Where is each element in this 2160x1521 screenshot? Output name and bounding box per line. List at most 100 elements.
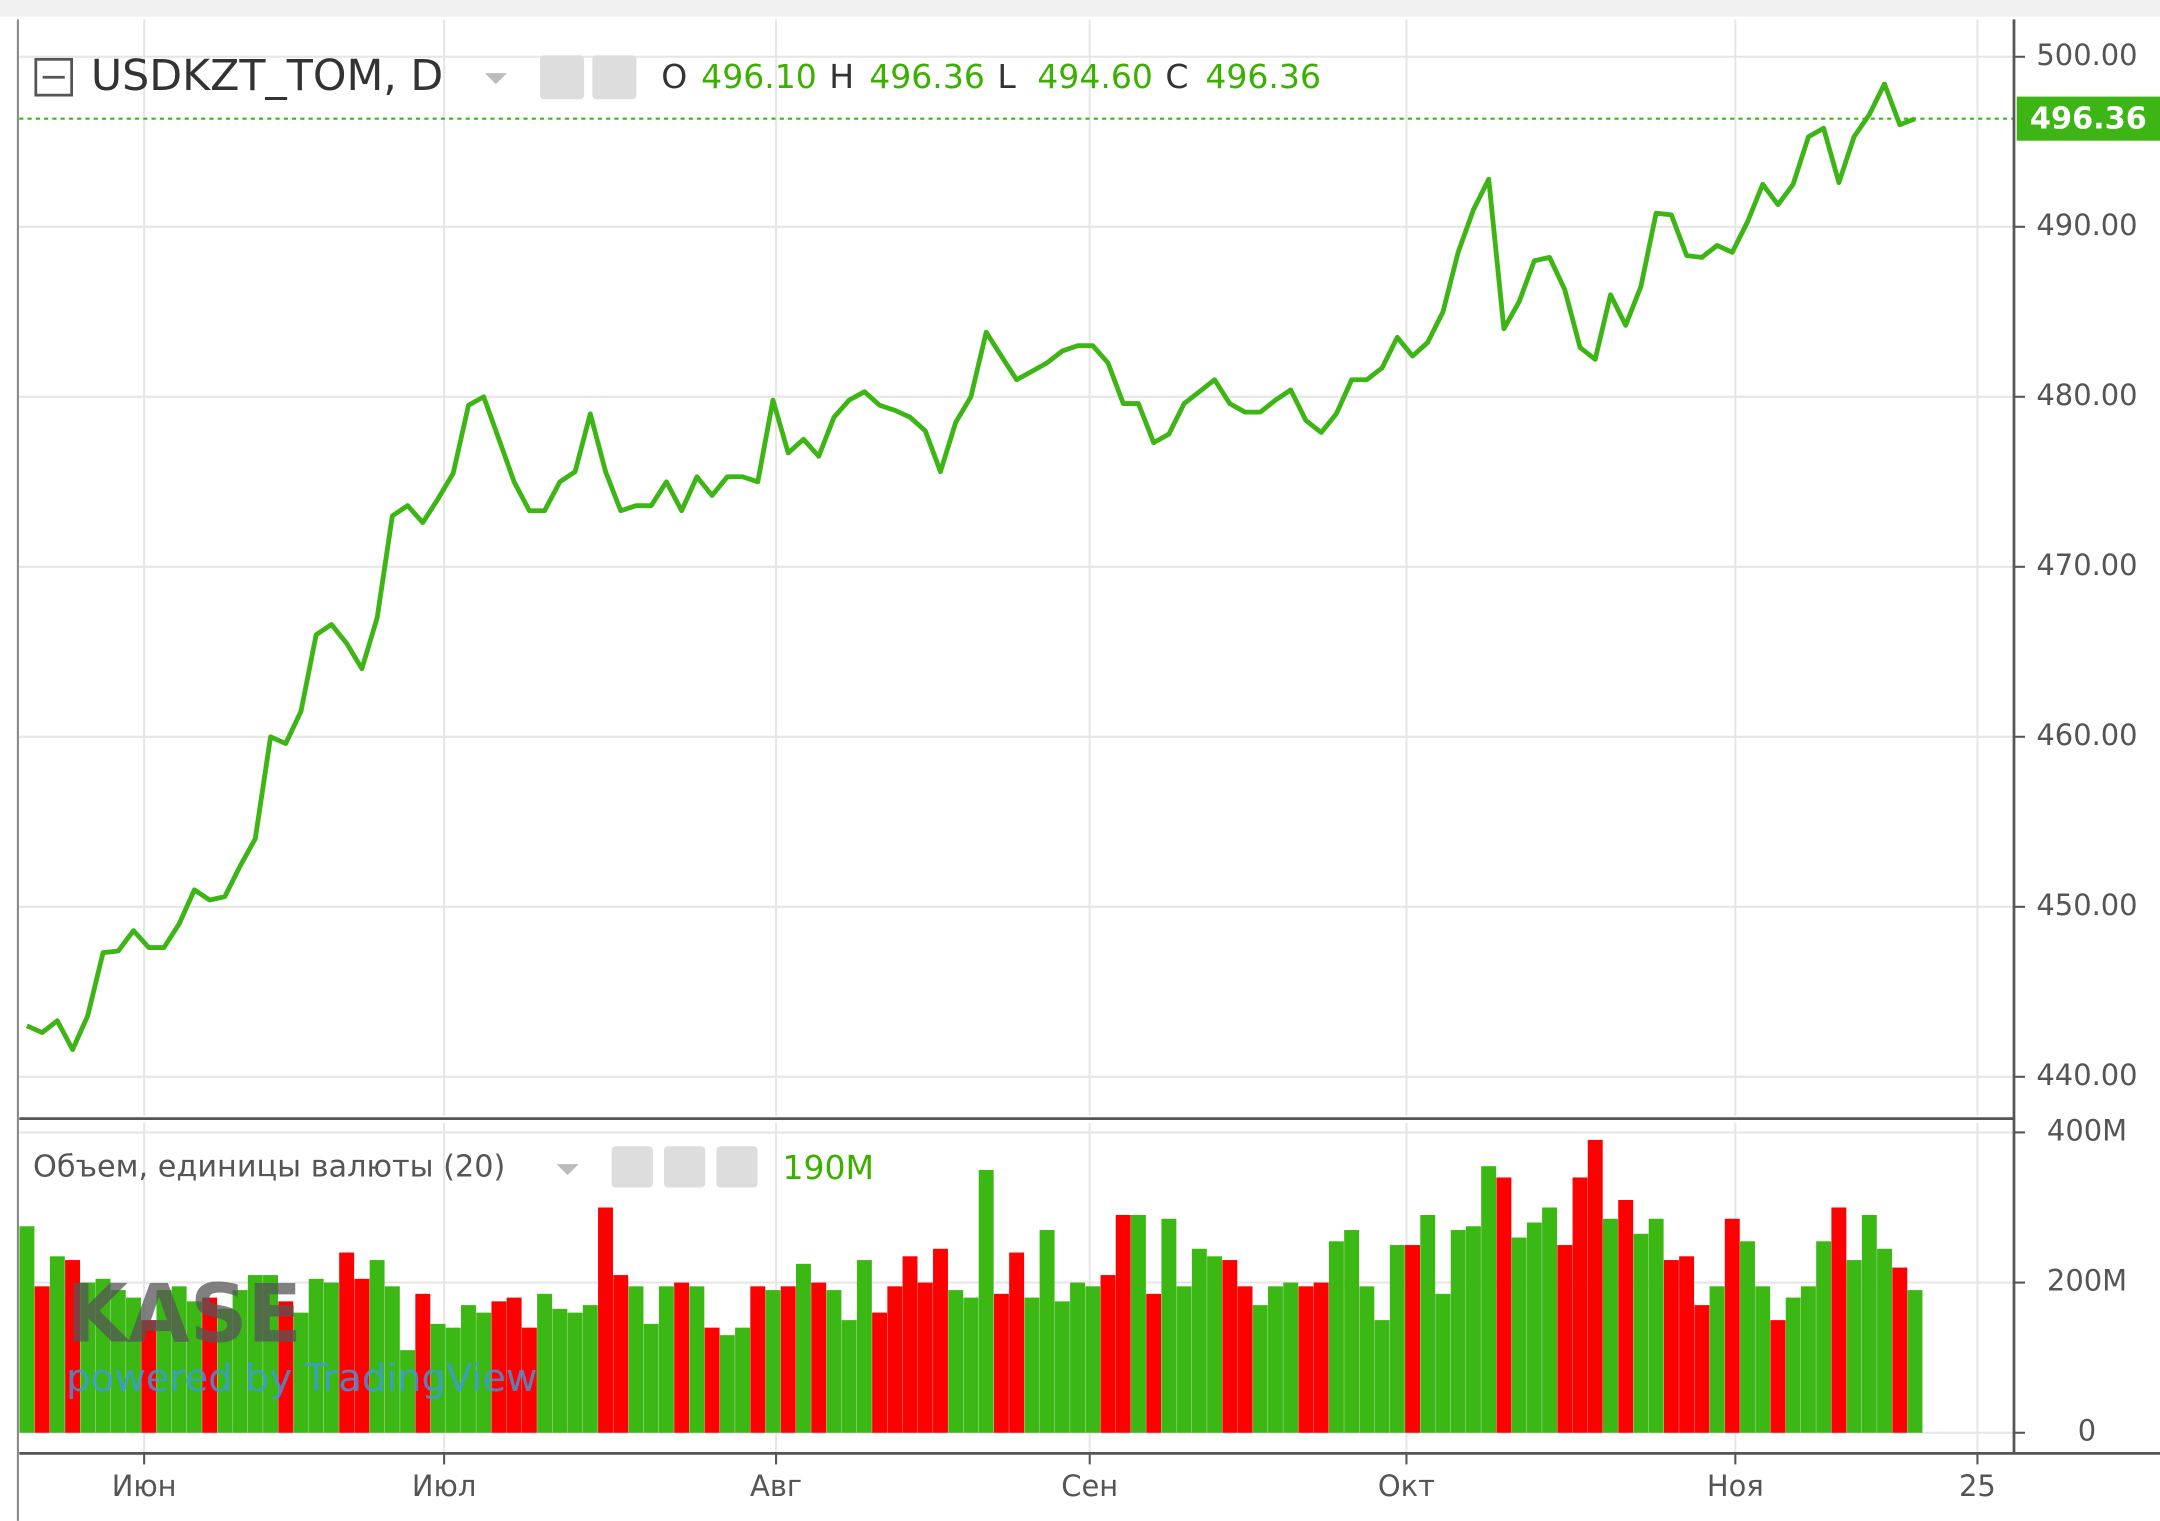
volume-bar [1024, 1297, 1040, 1433]
volume-bar [232, 1290, 248, 1433]
y-tick-label: 500.00 [2036, 38, 2137, 72]
volume-bar [613, 1275, 629, 1433]
volume-bar [1557, 1245, 1573, 1433]
y-tick-label: 0 [2078, 1414, 2096, 1448]
dropdown[interactable] [484, 73, 507, 85]
volume-bar [1252, 1305, 1268, 1433]
volume-bar [1633, 1233, 1649, 1433]
volume-bar [856, 1260, 872, 1433]
volume-bar [1800, 1286, 1816, 1433]
volume-bar [461, 1305, 476, 1433]
volume-bar [1328, 1241, 1344, 1433]
volume-bar [323, 1282, 339, 1433]
volume-bar [598, 1207, 613, 1433]
volume-bar [1268, 1286, 1283, 1433]
visibility-button[interactable] [611, 1146, 653, 1188]
volume-bar [1694, 1305, 1710, 1433]
settings-button[interactable] [663, 1146, 706, 1188]
volume-bar [1237, 1286, 1253, 1433]
ohlc-key: H [829, 57, 854, 96]
volume-bar [247, 1275, 263, 1433]
volume-bar [1831, 1207, 1847, 1433]
volume-bar [1709, 1286, 1725, 1433]
volume-bar [841, 1320, 857, 1433]
volume-bar [552, 1308, 568, 1433]
settings-button[interactable] [592, 55, 637, 100]
close-button[interactable] [716, 1146, 758, 1188]
volume-bar [1313, 1282, 1329, 1433]
volume-bar [1389, 1245, 1405, 1433]
volume-bar [1785, 1297, 1801, 1433]
volume-bar [369, 1260, 385, 1433]
volume-bar [1191, 1248, 1207, 1433]
volume-bar [993, 1293, 1009, 1433]
ohlc-key: O [661, 57, 687, 96]
volume-bar [735, 1327, 751, 1433]
volume-bar [1283, 1282, 1299, 1433]
volume-bar [430, 1323, 446, 1433]
y-tick-label: 440.00 [2036, 1058, 2137, 1092]
volume-bar [765, 1290, 781, 1433]
volume-bar [202, 1297, 218, 1433]
volume-bar [339, 1252, 355, 1433]
visibility-button[interactable] [540, 55, 585, 100]
volume-bar [750, 1286, 766, 1433]
volume-bar [1542, 1207, 1558, 1433]
x-tick-label: Июн [112, 1469, 177, 1503]
volume-bar [445, 1327, 461, 1433]
x-tick-label: Сен [1061, 1469, 1118, 1503]
volume-bar [704, 1327, 720, 1433]
volume-bar [1907, 1290, 1923, 1433]
volume-bar [1861, 1215, 1877, 1433]
volume-bar [278, 1301, 294, 1433]
volume-bar [1100, 1275, 1116, 1433]
volume-bar [1039, 1230, 1055, 1433]
x-tick-label: Ноя [1707, 1469, 1764, 1503]
volume-bar [795, 1263, 811, 1433]
volume-bar [811, 1282, 827, 1433]
volume-bar [491, 1301, 507, 1433]
volume-bar [293, 1312, 309, 1433]
volume-bar [1755, 1286, 1771, 1433]
volume-bar [1085, 1286, 1101, 1433]
volume-bar [1846, 1260, 1862, 1433]
volume-bar [156, 1290, 172, 1433]
ohlc-key: C [1165, 57, 1188, 96]
volume-bar [308, 1278, 324, 1433]
collapse-button[interactable] [34, 57, 74, 97]
x-tick-label: Окт [1378, 1469, 1435, 1503]
volume-bar [1161, 1218, 1177, 1433]
volume-bar [1359, 1286, 1375, 1433]
symbol-title: USDKZT_TOM, D [91, 51, 443, 101]
watermark: KASE [66, 1268, 302, 1361]
volume-bar [1374, 1320, 1390, 1433]
volume-bar [1222, 1260, 1238, 1433]
dropdown[interactable] [556, 1164, 579, 1176]
volume-bar [917, 1282, 933, 1433]
volume-bar [1054, 1301, 1070, 1433]
top-bar [0, 0, 2160, 17]
volume-bar [1465, 1226, 1481, 1433]
volume-bar [49, 1256, 65, 1433]
ohlc-key: L [997, 57, 1016, 96]
volume-bar [719, 1335, 735, 1433]
volume-bar [19, 1226, 35, 1433]
volume-bar [65, 1260, 81, 1433]
volume-bar [902, 1256, 918, 1433]
volume-bar [80, 1282, 96, 1433]
volume-bar [1526, 1222, 1542, 1433]
volume-bar [506, 1297, 522, 1433]
volume-bar [1511, 1237, 1527, 1433]
volume-bar [34, 1286, 50, 1433]
volume-bar [521, 1327, 537, 1433]
volume-bar [1892, 1267, 1908, 1433]
volume-bar [1679, 1256, 1695, 1433]
volume-bar [887, 1286, 903, 1433]
volume-bar [354, 1278, 370, 1433]
y-tick-label: 400M [2047, 1113, 2127, 1147]
volume-bar [582, 1305, 598, 1433]
volume-bar [400, 1350, 416, 1433]
volume-bar [1070, 1282, 1086, 1433]
